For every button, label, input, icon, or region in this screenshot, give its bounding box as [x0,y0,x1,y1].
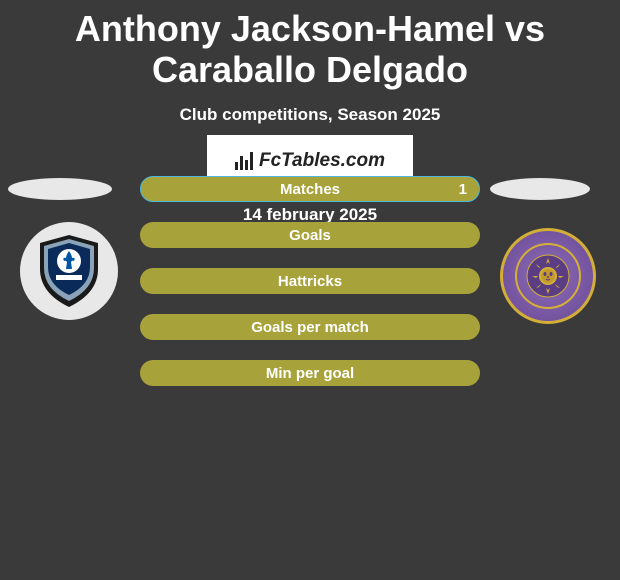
lion-icon [515,243,581,309]
stat-label: Goals [289,227,331,244]
decor-ellipse-right [490,178,590,200]
subtitle: Club competitions, Season 2025 [0,105,620,125]
fctables-text: FcTables.com [259,150,385,172]
stat-bar-hattricks: Hattricks [140,268,480,294]
stat-bars: Matches 1 Goals Hattricks Goals per match Min… [140,176,480,406]
page-title: Anthony Jackson-Hamel vs Caraballo Delga… [0,0,620,91]
stat-label: Min per goal [266,365,354,382]
decor-ellipse-left [8,178,112,200]
stat-value-right: 1 [459,181,467,198]
chart-icon [235,152,255,170]
team-logo-left [20,222,118,320]
fctables-logo-text: FcTables.com [235,150,385,172]
stat-bar-goals-per-match: Goals per match [140,314,480,340]
stat-label: Hattricks [278,273,342,290]
stat-bar-matches: Matches 1 [140,176,480,202]
stat-bar-goals: Goals [140,222,480,248]
team-logo-right [500,228,596,324]
shield-icon [34,233,104,309]
stat-label: Matches [280,181,340,198]
stat-bar-min-per-goal: Min per goal [140,360,480,386]
stat-label: Goals per match [251,319,369,336]
